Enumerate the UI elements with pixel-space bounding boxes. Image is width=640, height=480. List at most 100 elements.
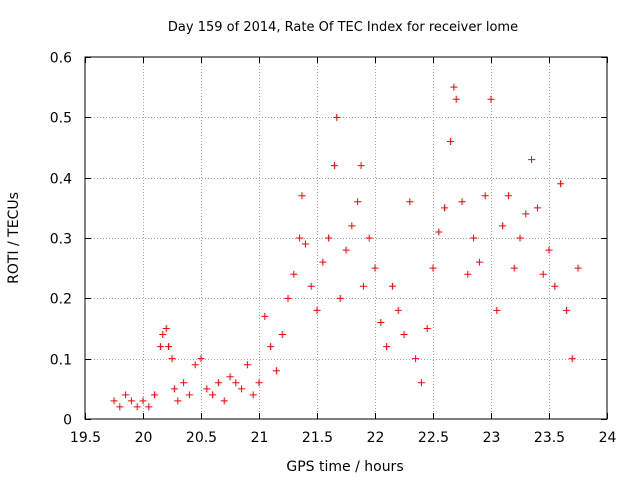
data-point xyxy=(429,264,437,272)
data-point xyxy=(510,264,518,272)
data-point xyxy=(243,361,251,369)
y-tick-label: 0.1 xyxy=(50,353,72,369)
data-point xyxy=(333,113,341,121)
data-point xyxy=(159,331,167,339)
data-point xyxy=(545,246,553,254)
x-axis-label: GPS time / hours xyxy=(286,459,403,475)
data-point xyxy=(394,306,402,314)
data-point xyxy=(400,331,408,339)
y-tick-label: 0.5 xyxy=(50,111,72,127)
x-tick-label: 20.5 xyxy=(186,430,217,446)
x-tick-label: 20 xyxy=(135,430,153,446)
data-point xyxy=(232,379,240,387)
data-point xyxy=(336,294,344,302)
data-point xyxy=(452,95,460,103)
data-point xyxy=(481,192,489,200)
data-point xyxy=(197,355,205,363)
data-point xyxy=(278,331,286,339)
y-tick-label: 0.6 xyxy=(50,51,72,67)
data-point xyxy=(441,204,449,212)
data-point xyxy=(446,137,454,145)
data-point xyxy=(156,343,164,351)
data-point xyxy=(533,204,541,212)
data-point xyxy=(522,210,530,218)
data-point xyxy=(406,198,414,206)
data-point xyxy=(371,264,379,272)
data-point xyxy=(417,379,425,387)
data-point xyxy=(357,162,365,170)
data-point xyxy=(450,83,458,91)
data-point xyxy=(568,355,576,363)
data-point xyxy=(487,95,495,103)
x-tick-label: 21 xyxy=(251,430,269,446)
data-point xyxy=(377,318,385,326)
data-point xyxy=(110,397,118,405)
y-tick-label: 0.2 xyxy=(50,292,72,308)
data-point xyxy=(127,397,135,405)
data-point xyxy=(226,373,234,381)
data-point xyxy=(330,162,338,170)
x-tick-label: 23.5 xyxy=(534,430,565,446)
data-point xyxy=(145,403,153,411)
data-point xyxy=(365,234,373,242)
data-point xyxy=(539,270,547,278)
data-point xyxy=(298,192,306,200)
data-point xyxy=(499,222,507,230)
y-tick-label: 0 xyxy=(63,413,72,429)
data-point xyxy=(325,234,333,242)
data-point xyxy=(383,343,391,351)
data-point xyxy=(562,306,570,314)
data-point xyxy=(122,391,130,399)
data-point xyxy=(185,391,193,399)
data-point xyxy=(267,343,275,351)
data-point xyxy=(170,385,178,393)
data-point xyxy=(354,198,362,206)
grid xyxy=(85,57,607,419)
data-point xyxy=(139,397,147,405)
data-point xyxy=(504,192,512,200)
data-point xyxy=(116,403,124,411)
data-point xyxy=(557,180,565,188)
x-tick-label: 23 xyxy=(483,430,501,446)
data-point xyxy=(412,355,420,363)
data-point xyxy=(151,391,159,399)
data-point xyxy=(551,282,559,290)
data-point xyxy=(458,198,466,206)
data-point xyxy=(493,306,501,314)
axes: 19.5 20 20.5 21 21.5 22 22.5 23 23.5 24 0 0.1 0.2 0.3… xyxy=(50,51,617,447)
data-point xyxy=(464,270,472,278)
data-point xyxy=(238,385,246,393)
y-tick-label: 0.4 xyxy=(50,172,72,188)
data-point xyxy=(296,234,304,242)
data-point xyxy=(516,234,524,242)
data-point xyxy=(162,325,170,332)
data-point xyxy=(168,355,176,363)
data-point xyxy=(319,258,327,266)
data-point xyxy=(290,270,298,278)
data-point xyxy=(209,391,217,399)
data-point xyxy=(180,379,188,387)
data-point xyxy=(203,385,211,393)
y-axis-label: ROTI / TECUs xyxy=(6,192,22,284)
data-point xyxy=(214,379,222,387)
data-point xyxy=(301,240,309,248)
data-point xyxy=(191,361,199,369)
x-tick-label: 19.5 xyxy=(70,430,101,446)
data-point xyxy=(388,282,396,290)
data-point xyxy=(528,156,536,164)
data-point xyxy=(249,391,257,399)
data-point xyxy=(342,246,350,254)
chart-title: Day 159 of 2014, Rate Of TEC Index for r… xyxy=(168,20,518,35)
data-point xyxy=(255,379,263,387)
y-tick-label: 0.3 xyxy=(50,232,72,248)
x-tick-label: 24 xyxy=(599,430,617,446)
data-point xyxy=(348,222,356,230)
data-point xyxy=(423,325,431,332)
data-point xyxy=(284,294,292,302)
x-tick-label: 22 xyxy=(367,430,385,446)
data-point xyxy=(261,312,269,320)
data-points xyxy=(110,83,582,411)
data-point xyxy=(133,403,141,411)
data-point xyxy=(475,258,483,266)
